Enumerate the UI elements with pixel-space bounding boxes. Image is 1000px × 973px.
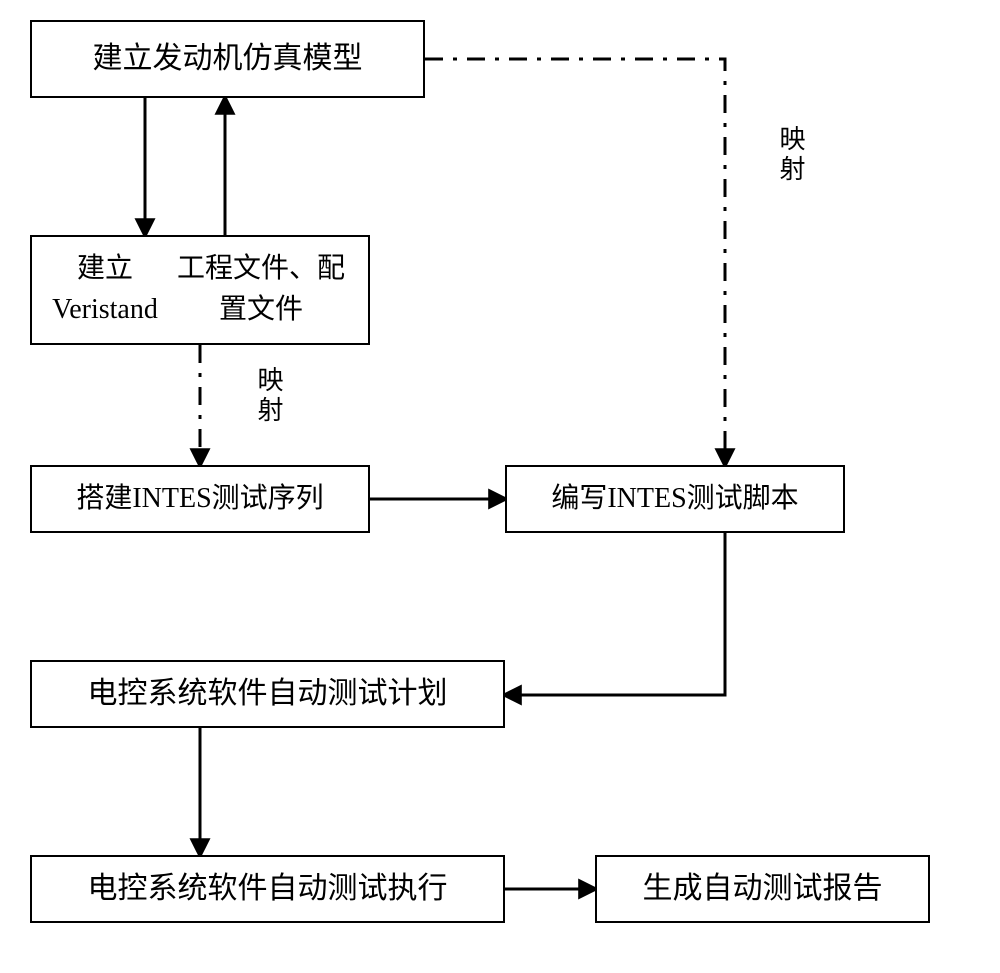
edge-n4-n5 (505, 533, 725, 695)
node-n4: 编写INTES测试脚本 (505, 465, 845, 533)
node-n1: 建立发动机仿真模型 (30, 20, 425, 98)
node-n5: 电控系统软件自动测试计划 (30, 660, 505, 728)
edge-label-l1: 映射 (250, 366, 287, 426)
node-n3: 搭建INTES测试序列 (30, 465, 370, 533)
edge-label-l2: 映射 (772, 125, 809, 185)
edge-n1-n4 (425, 59, 725, 465)
node-n2: 建立Veristand工程文件、配置文件 (30, 235, 370, 345)
flowchart-canvas: 建立发动机仿真模型建立Veristand工程文件、配置文件搭建INTES测试序列… (0, 0, 1000, 973)
node-n7: 生成自动测试报告 (595, 855, 930, 923)
node-n6: 电控系统软件自动测试执行 (30, 855, 505, 923)
